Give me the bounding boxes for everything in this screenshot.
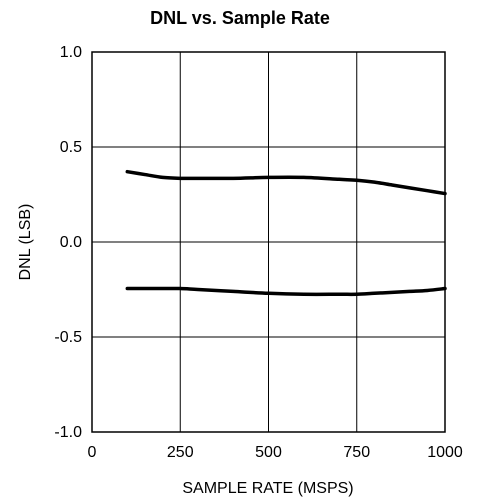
y-tick-label: 0.0 <box>60 234 82 251</box>
series-layer <box>125 169 447 297</box>
y-axis-ticks: 1.0 0.5 0.0 -0.5 -1.0 <box>54 44 82 441</box>
y-tick-label: 0.5 <box>60 139 82 156</box>
chart-title: DNL vs. Sample Rate <box>150 8 330 28</box>
y-axis-label: DNL (LSB) <box>17 204 34 281</box>
x-tick-label: 1000 <box>427 444 463 461</box>
series-line-lower <box>125 286 447 297</box>
x-tick-label: 500 <box>255 444 282 461</box>
series-line-upper <box>125 169 447 196</box>
plot-frame <box>91 51 446 433</box>
x-axis-label: SAMPLE RATE (MSPS) <box>182 480 353 497</box>
x-tick-label: 250 <box>167 444 194 461</box>
y-tick-label: -0.5 <box>54 329 82 346</box>
x-axis-ticks: 0 250 500 750 1000 <box>88 444 463 461</box>
x-tick-label: 0 <box>88 444 97 461</box>
grid <box>92 52 445 432</box>
y-tick-label: 1.0 <box>60 44 82 61</box>
y-tick-label: -1.0 <box>54 424 82 441</box>
x-tick-label: 750 <box>343 444 370 461</box>
